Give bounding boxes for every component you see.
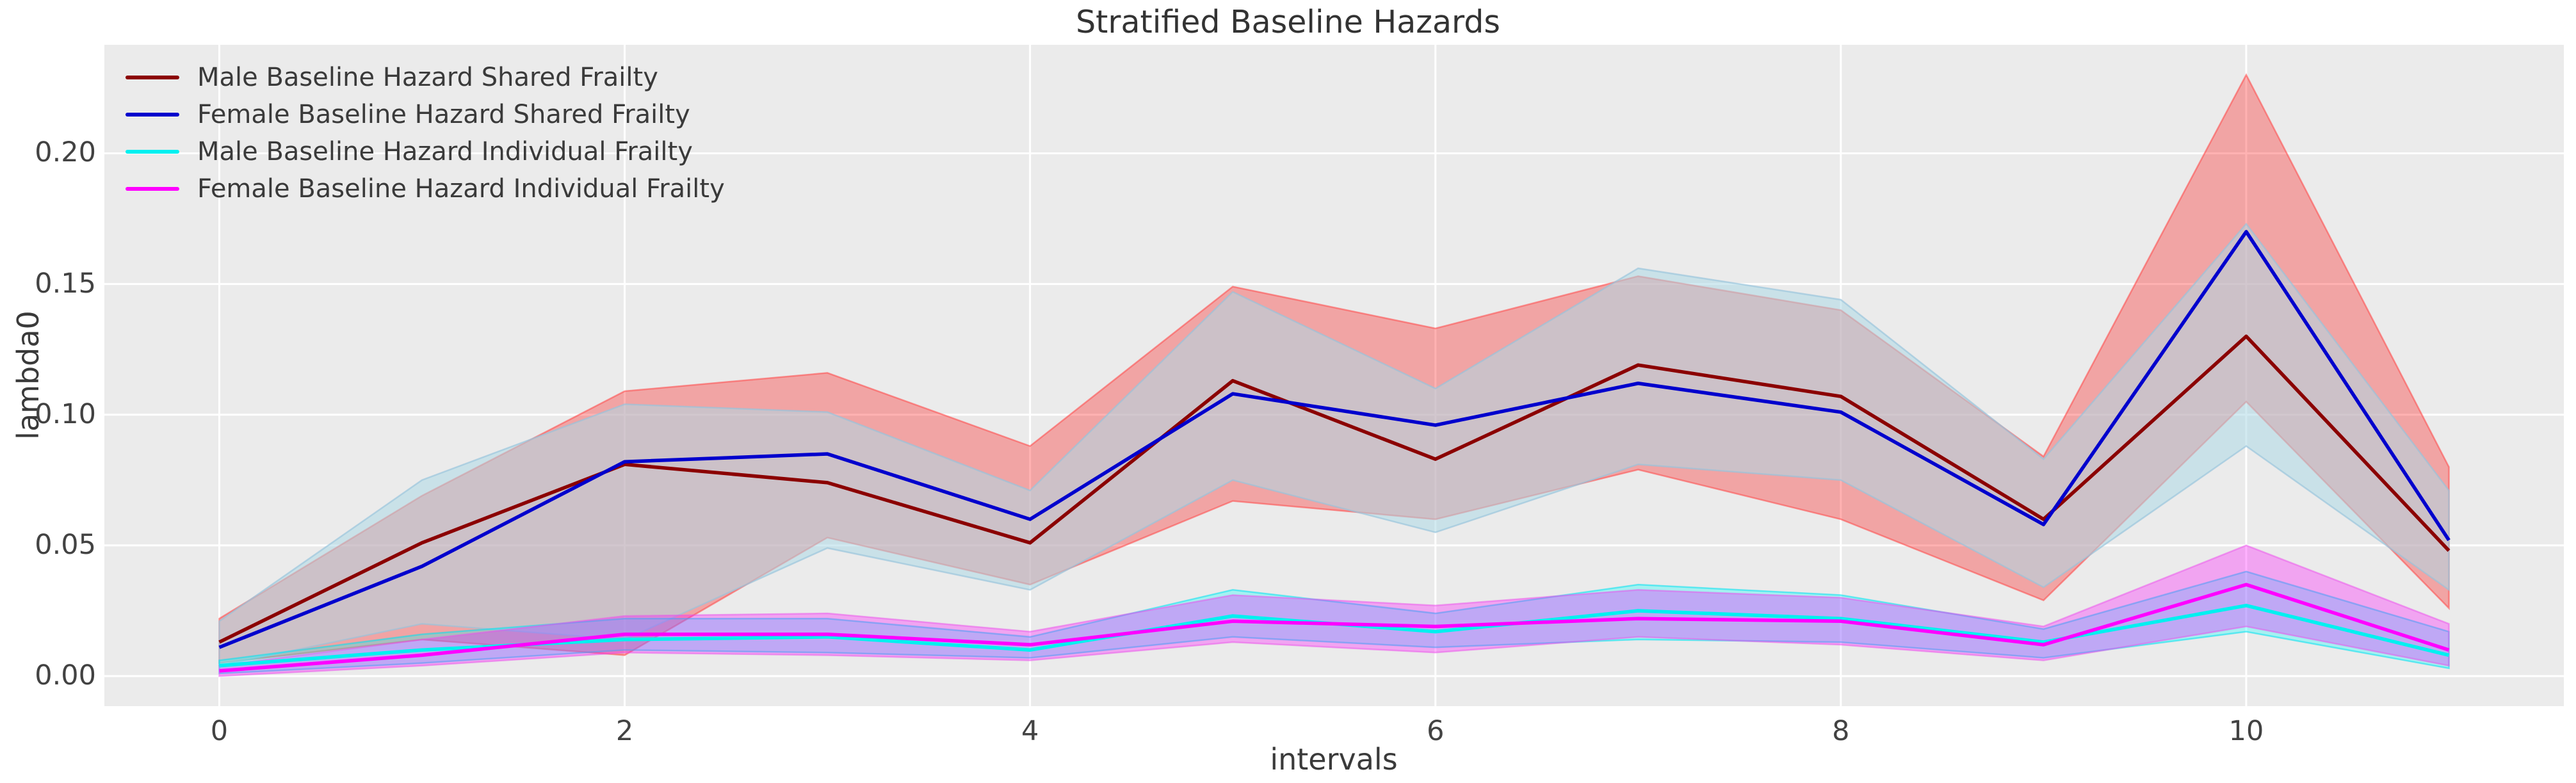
y-tick-label: 0.05	[35, 528, 96, 561]
legend-item: Female Baseline Hazard Shared Frailty	[126, 96, 725, 133]
legend-line-swatch	[126, 113, 179, 117]
x-axis-label: intervals	[1270, 742, 1398, 777]
hazard-line	[218, 230, 2450, 649]
legend-label: Male Baseline Hazard Shared Frailty	[197, 63, 658, 92]
x-tick-label: 2	[615, 715, 634, 747]
y-tick-label: 0.00	[35, 659, 96, 692]
legend-item: Male Baseline Hazard Individual Frailty	[126, 133, 725, 170]
legend-line-swatch	[126, 150, 179, 154]
hazard-line	[219, 583, 2450, 673]
x-tick-label: 10	[2228, 715, 2264, 747]
legend-label: Male Baseline Hazard Individual Frailty	[197, 137, 693, 166]
chart-title: Stratified Baseline Hazards	[1076, 4, 1500, 40]
x-tick-label: 8	[1832, 715, 1850, 747]
y-tick-label: 0.20	[35, 136, 96, 169]
legend-label: Female Baseline Hazard Shared Frailty	[197, 100, 690, 129]
legend-line-swatch	[126, 187, 179, 191]
confidence-band	[218, 544, 2450, 677]
x-tick-label: 0	[210, 715, 229, 747]
legend-item: Male Baseline Hazard Shared Frailty	[126, 59, 725, 96]
confidence-band	[218, 222, 2450, 667]
legend-item: Female Baseline Hazard Individual Frailt…	[126, 170, 725, 207]
legend-line-swatch	[126, 76, 179, 79]
legend-label: Female Baseline Hazard Individual Frailt…	[197, 174, 725, 204]
y-tick-label: 0.15	[35, 267, 96, 300]
legend: Male Baseline Hazard Shared Frailty Fema…	[126, 59, 725, 207]
x-tick-label: 6	[1427, 715, 1445, 747]
x-tick-label: 4	[1021, 715, 1039, 747]
y-tick-label: 0.10	[35, 398, 96, 430]
